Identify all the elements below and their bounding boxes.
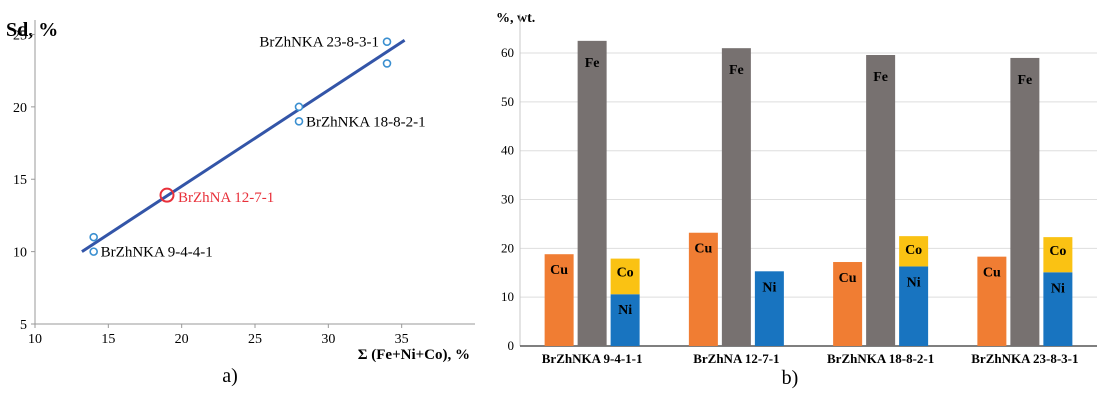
panel-b-bar-chart: %, wt. b) 0 10 20 30 40 50 60 BrZhNKA 9-4-1-1 Br… (496, 11, 1097, 389)
panel-b-y-tick-label: 20 (501, 240, 514, 255)
panel-a-x-tick-label: 25 (248, 332, 262, 347)
panel-a-annotation: BrZhNKA 23-8-3-1 (259, 35, 379, 51)
panel-a-ylabel: Sd, % (6, 19, 58, 41)
bar-co (610, 258, 640, 295)
panel-a-caption: a) (222, 365, 238, 387)
panel-a-marks: BrZhNA 12-7-1 BrZhNKA 23-8-3-1 BrZhNKA 18-… (81, 35, 426, 261)
panel-a-fit-line (81, 39, 406, 253)
bar-cu (688, 232, 718, 346)
bar-label-co: Co (1049, 244, 1066, 259)
panel-a-data-point (382, 59, 392, 68)
panel-b-y-tick-label: 40 (501, 143, 514, 158)
bar-label-ni: Ni (618, 303, 632, 318)
panel-b-category-label: BrZhNKA 18-8-2-1 (827, 351, 934, 366)
bar-fe (577, 40, 607, 347)
panel-a-highlight-point (159, 187, 175, 203)
panel-a-data-point (294, 117, 304, 126)
panel-b-y-tick-label: 60 (501, 45, 514, 60)
bar-label-ni: Ni (1051, 281, 1065, 296)
panel-a-y-tick-label: 20 (13, 101, 27, 116)
panel-a-x-tick-label: 35 (395, 332, 409, 347)
bar-label-ni: Ni (762, 280, 776, 295)
panel-a-data-point (382, 37, 392, 47)
bar-label-fe: Fe (873, 70, 888, 85)
bar-cu (833, 262, 863, 346)
panel-a-y-tick-label: 15 (13, 173, 27, 188)
panel-b-bars: Cu Fe Ni Co Cu Fe Ni Cu Fe Ni Co Cu Fe Ni Co (544, 40, 1073, 347)
bar-label-fe: Fe (729, 63, 744, 78)
panel-a-y-tick-label: 5 (20, 318, 27, 333)
panel-a-scatter-chart: Sd, % a) Σ (Fe+Ni+Co), % 10 15 20 25 30 35510… (6, 19, 475, 387)
bar-label-fe: Fe (585, 56, 600, 71)
bar-fe (1010, 57, 1040, 347)
bar-ni (1043, 272, 1073, 346)
panel-b-category-label: BrZhNKA 23-8-3-1 (971, 351, 1078, 366)
panel-a-x-tick-label: 10 (28, 332, 42, 347)
bar-cu (544, 254, 574, 346)
bar-cu (977, 256, 1007, 346)
bar-label-fe: Fe (1017, 73, 1032, 88)
bar-label-cu: Cu (983, 266, 1001, 281)
bar-label-cu: Cu (694, 242, 712, 257)
bar-ni (899, 266, 929, 346)
panel-a-y-tick-label: 25 (13, 28, 27, 43)
panel-a-highlight-label: BrZhNA 12-7-1 (178, 190, 274, 206)
panel-b-axes: 0 10 20 30 40 50 60 BrZhNKA 9-4-1-1 BrZhNA 12-7-… (501, 45, 1097, 366)
bar-label-cu: Cu (550, 263, 568, 278)
bar-label-ni: Ni (907, 275, 921, 290)
panel-b-caption: b) (782, 367, 799, 389)
panel-b-y-tick-label: 30 (501, 192, 514, 207)
bar-co (899, 236, 929, 267)
panel-a-data-point (89, 247, 98, 256)
panel-b-ylabel: %, wt. (496, 11, 535, 26)
panel-a-data-point (89, 232, 98, 242)
panel-b-y-tick-label: 0 (508, 338, 515, 353)
bar-label-co: Co (617, 266, 634, 281)
bar-ni (754, 271, 784, 346)
panel-a-x-tick-label: 30 (321, 332, 335, 347)
bar-co (1043, 237, 1073, 273)
panel-a-annotation: BrZhNKA 9-4-4-1 (101, 245, 213, 261)
panel-a-x-tick-label: 20 (175, 332, 189, 347)
panel-a-y-tick-label: 10 (13, 246, 27, 261)
panel-a-x-tick-label: 15 (101, 332, 115, 347)
panel-b-y-tick-label: 10 (501, 289, 514, 304)
bar-fe (721, 48, 751, 346)
panel-b-y-tick-label: 50 (501, 94, 514, 109)
panel-b-category-label: BrZhNA 12-7-1 (693, 351, 779, 366)
panel-a-data-point (294, 102, 304, 112)
bar-fe (866, 55, 896, 346)
bar-label-co: Co (905, 243, 922, 258)
panel-b-category-label: BrZhNKA 9-4-1-1 (542, 351, 643, 366)
bar-label-cu: Cu (839, 271, 857, 286)
bar-ni (610, 294, 640, 346)
panel-a-annotation: BrZhNKA 18-8-2-1 (306, 114, 426, 130)
panel-a-xlabel: Σ (Fe+Ni+Co), % (358, 347, 470, 363)
